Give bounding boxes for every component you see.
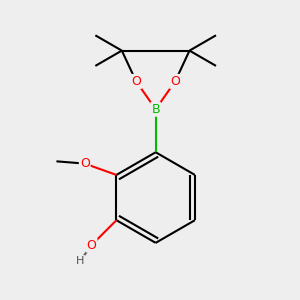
Text: H: H bbox=[76, 256, 84, 266]
Text: O: O bbox=[80, 157, 90, 170]
Text: O: O bbox=[131, 75, 141, 88]
Text: O: O bbox=[87, 238, 97, 252]
Text: B: B bbox=[151, 103, 160, 116]
Text: O: O bbox=[170, 75, 180, 88]
